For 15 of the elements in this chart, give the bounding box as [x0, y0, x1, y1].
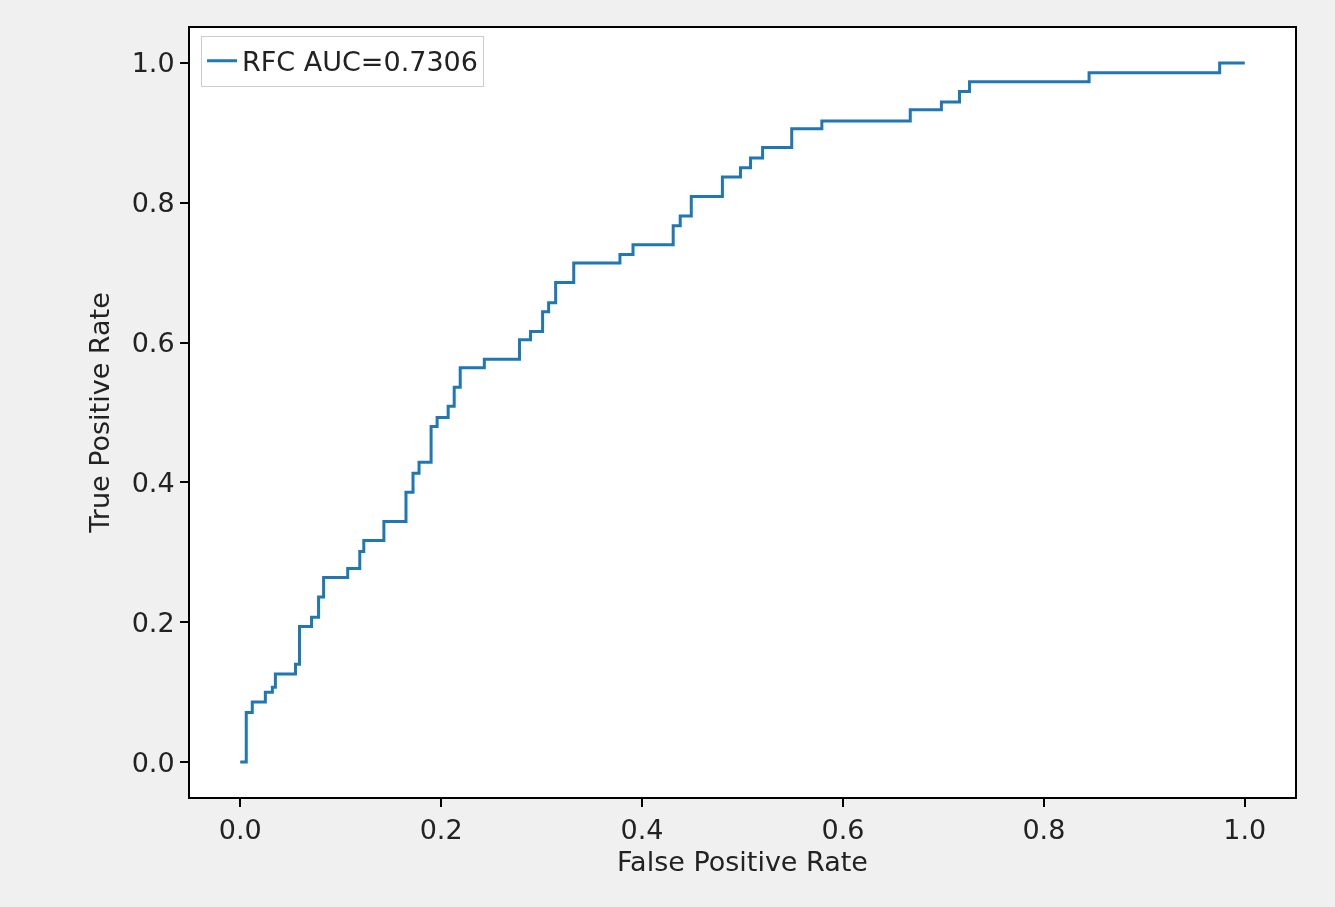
x-tick-label: 0.4	[620, 814, 664, 846]
y-tick-label: 0.0	[131, 746, 175, 778]
legend-label: RFC AUC=0.7306	[242, 46, 478, 78]
y-tick-label: 0.8	[131, 187, 175, 219]
y-tick-label: 0.6	[131, 327, 175, 359]
y-axis-title: True Positive Rate	[84, 292, 116, 534]
x-tick-label: 0.8	[1022, 814, 1066, 846]
x-tick-label: 0.6	[821, 814, 865, 846]
y-tick-label: 1.0	[131, 47, 175, 79]
y-tick-label: 0.2	[131, 606, 175, 638]
y-tick-label: 0.4	[131, 466, 175, 498]
x-tick-label: 0.0	[218, 814, 262, 846]
x-axis-title: False Positive Rate	[617, 846, 868, 878]
x-tick-label: 1.0	[1223, 814, 1267, 846]
x-tick-label: 0.2	[419, 814, 463, 846]
